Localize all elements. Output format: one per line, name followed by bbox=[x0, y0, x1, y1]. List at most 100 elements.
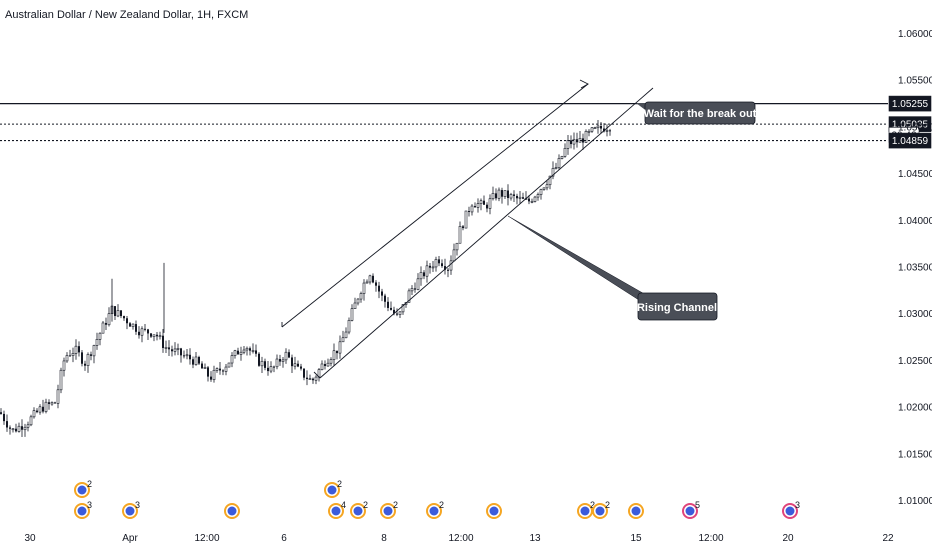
candle bbox=[101, 320, 105, 334]
candle-body-down bbox=[336, 350, 338, 354]
candle bbox=[273, 365, 275, 373]
candle bbox=[242, 345, 246, 355]
candle-body-down bbox=[138, 331, 140, 336]
event-flag-icon bbox=[631, 506, 641, 516]
candle-body-up bbox=[281, 359, 285, 362]
candle bbox=[324, 360, 326, 370]
candle-body-down bbox=[78, 346, 80, 353]
candle-body-up bbox=[29, 416, 33, 426]
candle bbox=[390, 301, 392, 311]
candle bbox=[449, 255, 453, 275]
candle-body-down bbox=[297, 363, 299, 367]
candle-body-down bbox=[306, 377, 308, 380]
candle bbox=[308, 374, 312, 380]
price-tag-box bbox=[888, 95, 932, 112]
candle-body-down bbox=[462, 226, 464, 229]
candle-body-down bbox=[156, 334, 158, 337]
channel-upper-arrow bbox=[579, 79, 589, 89]
candle-body-up bbox=[116, 310, 120, 317]
time-axis: 30 Apr 12:00 6 8 12:00 13 15 12:00 20 22 bbox=[24, 533, 894, 544]
event-flag-icon bbox=[489, 506, 499, 516]
candle bbox=[528, 195, 530, 205]
candle-body-up bbox=[329, 359, 333, 364]
candle bbox=[438, 256, 440, 267]
candle bbox=[455, 242, 459, 256]
candle-body-down bbox=[150, 333, 152, 337]
candle bbox=[219, 361, 221, 375]
candle-body-up bbox=[224, 366, 228, 372]
candle bbox=[609, 128, 611, 136]
candle-body-up bbox=[557, 158, 561, 168]
candle bbox=[362, 279, 366, 301]
candle-body-up bbox=[503, 190, 507, 197]
candle-body-down bbox=[528, 198, 530, 202]
event-marker-icon: 2 bbox=[426, 500, 444, 519]
candle-body-up bbox=[449, 260, 453, 271]
candle bbox=[539, 188, 543, 200]
candle bbox=[560, 155, 564, 160]
candle bbox=[483, 195, 485, 205]
candle-body-down bbox=[81, 352, 83, 364]
candle-body-down bbox=[414, 288, 416, 290]
candle-body-down bbox=[387, 301, 389, 308]
candle bbox=[551, 161, 555, 180]
candle-body-up bbox=[269, 366, 273, 372]
event-marker-icon: 5 bbox=[682, 500, 700, 519]
candle-body-down bbox=[162, 335, 164, 348]
candle-body-down bbox=[6, 421, 8, 428]
candle-body-up bbox=[509, 194, 513, 199]
candle bbox=[398, 311, 402, 319]
channel-lower-start bbox=[313, 371, 321, 379]
candle-body-down bbox=[54, 402, 56, 404]
candle bbox=[224, 364, 228, 376]
candle-body-down bbox=[237, 350, 239, 355]
candle bbox=[425, 260, 429, 283]
y-tick-label: 1.01500 bbox=[898, 449, 932, 460]
candle bbox=[69, 349, 71, 357]
candle-body-up bbox=[131, 323, 135, 327]
event-count: 2 bbox=[605, 500, 610, 510]
candle-body-up bbox=[563, 148, 567, 157]
candle bbox=[458, 221, 462, 244]
candle bbox=[171, 345, 173, 357]
candle bbox=[474, 202, 476, 208]
candle bbox=[464, 210, 468, 229]
candle-body-up bbox=[542, 187, 546, 190]
candle bbox=[222, 369, 224, 376]
candle-body-down bbox=[396, 313, 398, 315]
candle-body-up bbox=[347, 320, 351, 333]
candle-body-down bbox=[36, 410, 38, 413]
candle bbox=[468, 206, 470, 217]
candle bbox=[15, 423, 17, 433]
candle bbox=[3, 410, 5, 425]
candle bbox=[59, 367, 63, 394]
candle bbox=[138, 326, 140, 339]
candle-body-up bbox=[314, 376, 318, 381]
candle bbox=[479, 198, 483, 211]
candle-body-up bbox=[344, 331, 348, 339]
candle bbox=[306, 370, 308, 386]
candle bbox=[288, 349, 290, 359]
candles-layer bbox=[0, 119, 611, 437]
candle bbox=[447, 267, 449, 278]
candle-body-up bbox=[173, 348, 177, 352]
candle bbox=[350, 304, 354, 322]
candle-body-up bbox=[455, 242, 459, 251]
candle-body-up bbox=[572, 138, 576, 145]
candle bbox=[368, 274, 372, 285]
candle bbox=[258, 352, 260, 367]
candle bbox=[396, 308, 398, 317]
event-marker-icon: 3 bbox=[74, 500, 92, 519]
candle-body-up bbox=[152, 334, 156, 337]
candle bbox=[126, 316, 128, 330]
candle-body-down bbox=[447, 269, 449, 271]
candle bbox=[114, 305, 116, 320]
candle-body-down bbox=[69, 355, 71, 357]
candle-body-up bbox=[416, 278, 420, 290]
candle bbox=[518, 190, 522, 204]
candle-body-down bbox=[603, 128, 605, 132]
candle-body-down bbox=[120, 310, 122, 317]
candle bbox=[300, 363, 302, 371]
event-marker-icon bbox=[224, 503, 240, 519]
